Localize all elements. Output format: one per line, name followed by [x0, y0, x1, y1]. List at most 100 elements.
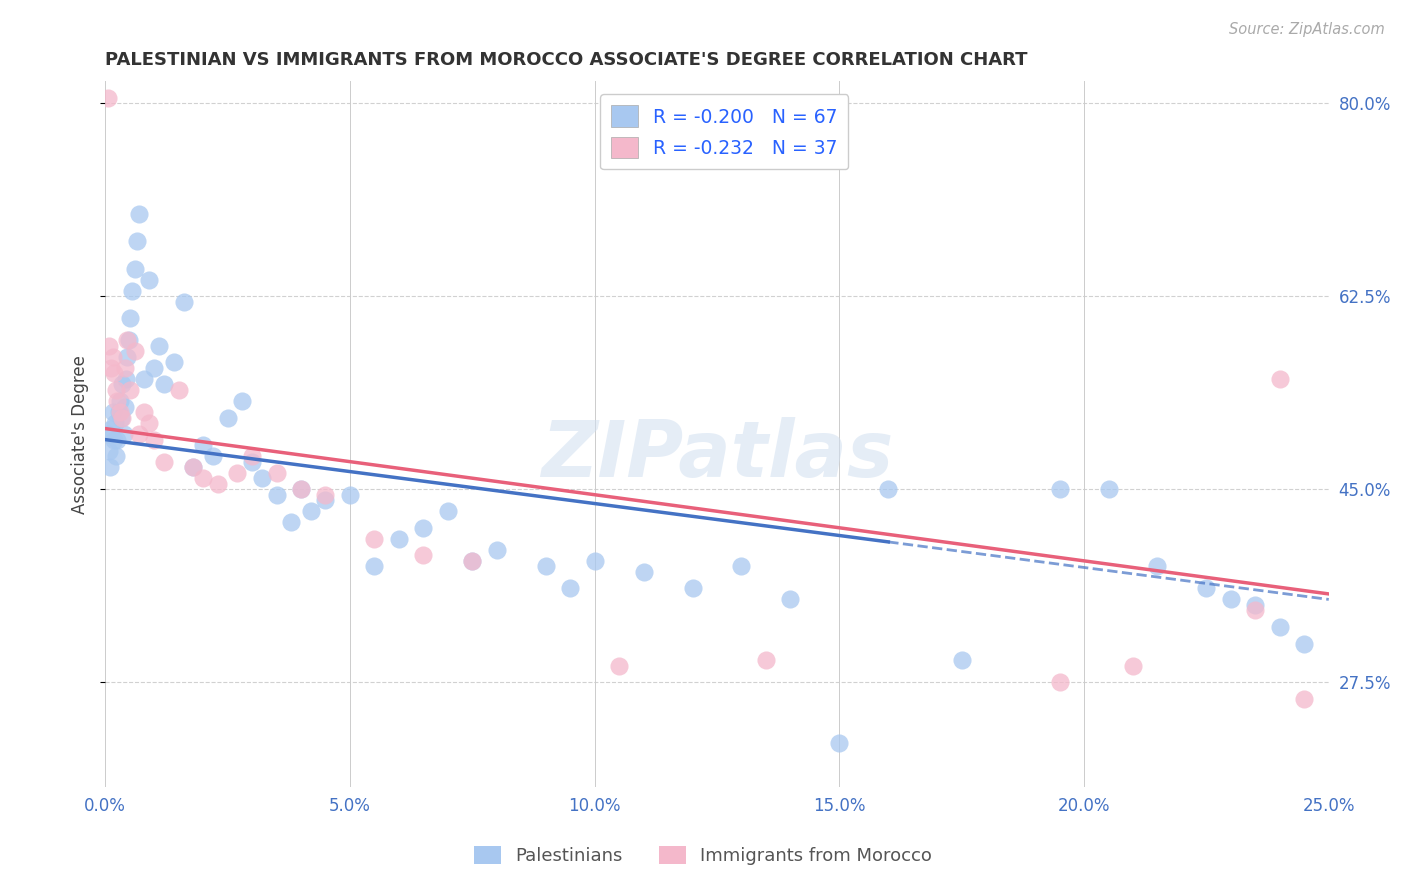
- Point: [112, 427, 135, 442]
- Point: [114, 372, 136, 386]
- Point: [115, 334, 138, 348]
- Point: [339, 488, 361, 502]
- Point: [412, 521, 434, 535]
- Point: [107, 394, 129, 409]
- Point: [125, 234, 148, 248]
- Point: [118, 311, 141, 326]
- Point: [108, 405, 131, 419]
- Point: [108, 405, 131, 419]
- Point: [1244, 598, 1267, 612]
- Point: [98, 460, 121, 475]
- Point: [250, 471, 273, 485]
- Point: [121, 284, 143, 298]
- Point: [730, 559, 752, 574]
- Point: [128, 206, 150, 220]
- Point: [100, 421, 122, 435]
- Text: ZIPatlas: ZIPatlas: [541, 417, 893, 493]
- Point: [181, 460, 204, 475]
- Point: [111, 377, 134, 392]
- Point: [115, 350, 138, 364]
- Point: [201, 449, 224, 463]
- Point: [560, 582, 582, 596]
- Point: [138, 273, 160, 287]
- Point: [534, 559, 557, 574]
- Point: [207, 476, 229, 491]
- Point: [1049, 482, 1071, 496]
- Point: [461, 554, 484, 568]
- Point: [124, 261, 146, 276]
- Point: [363, 559, 385, 574]
- Point: [153, 455, 176, 469]
- Point: [100, 361, 122, 376]
- Point: [779, 592, 801, 607]
- Point: [1294, 636, 1316, 650]
- Text: Source: ZipAtlas.com: Source: ZipAtlas.com: [1229, 22, 1385, 37]
- Point: [191, 438, 214, 452]
- Point: [290, 482, 312, 496]
- Point: [173, 294, 195, 309]
- Point: [1146, 559, 1168, 574]
- Point: [755, 653, 778, 667]
- Point: [436, 504, 458, 518]
- Point: [583, 554, 606, 568]
- Point: [98, 443, 121, 458]
- Point: [682, 582, 704, 596]
- Point: [101, 350, 124, 364]
- Y-axis label: Associate's Degree: Associate's Degree: [72, 355, 89, 514]
- Point: [226, 466, 249, 480]
- Point: [118, 334, 141, 348]
- Text: PALESTINIAN VS IMMIGRANTS FROM MOROCCO ASSOCIATE'S DEGREE CORRELATION CHART: PALESTINIAN VS IMMIGRANTS FROM MOROCCO A…: [105, 51, 1028, 69]
- Point: [108, 394, 131, 409]
- Point: [167, 383, 190, 397]
- Point: [1195, 582, 1218, 596]
- Point: [1219, 592, 1241, 607]
- Point: [118, 383, 141, 397]
- Point: [134, 405, 156, 419]
- Point: [114, 400, 136, 414]
- Point: [299, 504, 322, 518]
- Point: [290, 482, 312, 496]
- Point: [1268, 620, 1291, 634]
- Point: [124, 344, 146, 359]
- Point: [1049, 675, 1071, 690]
- Point: [607, 658, 630, 673]
- Point: [314, 493, 336, 508]
- Point: [633, 565, 655, 579]
- Point: [128, 427, 150, 442]
- Point: [1268, 372, 1291, 386]
- Point: [104, 449, 127, 463]
- Point: [388, 532, 411, 546]
- Point: [138, 416, 160, 430]
- Point: [143, 433, 166, 447]
- Point: [314, 488, 336, 502]
- Point: [153, 377, 176, 392]
- Point: [114, 361, 136, 376]
- Point: [107, 433, 129, 447]
- Point: [240, 449, 263, 463]
- Point: [134, 372, 156, 386]
- Point: [231, 394, 253, 409]
- Point: [110, 410, 132, 425]
- Point: [485, 542, 508, 557]
- Point: [97, 91, 120, 105]
- Legend: Palestinians, Immigrants from Morocco: Palestinians, Immigrants from Morocco: [467, 838, 939, 872]
- Point: [266, 466, 288, 480]
- Point: [240, 455, 263, 469]
- Point: [143, 361, 166, 376]
- Point: [111, 410, 134, 425]
- Point: [98, 339, 121, 353]
- Point: [1294, 691, 1316, 706]
- Point: [181, 460, 204, 475]
- Point: [1122, 658, 1144, 673]
- Point: [1244, 603, 1267, 617]
- Point: [363, 532, 385, 546]
- Point: [1097, 482, 1119, 496]
- Point: [266, 488, 288, 502]
- Point: [461, 554, 484, 568]
- Point: [148, 339, 170, 353]
- Point: [412, 549, 434, 563]
- Point: [828, 736, 851, 750]
- Point: [104, 416, 127, 430]
- Point: [877, 482, 900, 496]
- Point: [97, 427, 120, 442]
